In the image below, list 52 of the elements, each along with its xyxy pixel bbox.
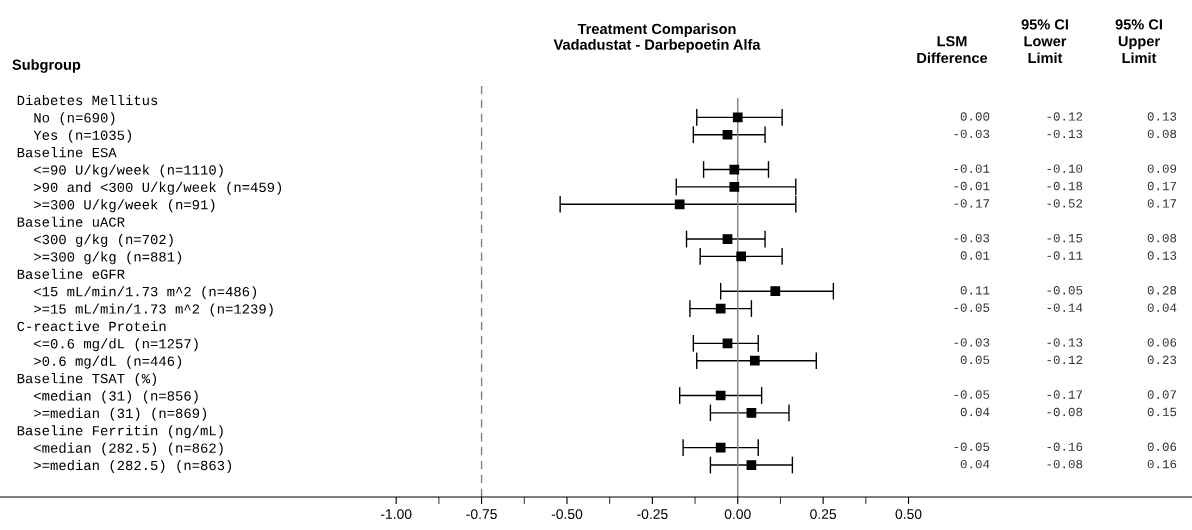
point (722, 129, 733, 140)
y-tick-label: Baseline Ferritin (ng/mL) (17, 425, 223, 439)
text: Subgroup (12, 59, 81, 73)
point (729, 164, 740, 175)
y-tick-label: >90 and <300 U/kg/week (n=459) (34, 181, 282, 195)
y-tick-label: >=300 g/kg (n=881) (34, 251, 182, 265)
point (732, 112, 743, 123)
point (715, 390, 726, 401)
text: 95% CI Upper Limit (1115, 19, 1162, 64)
point (722, 234, 733, 244)
point (749, 355, 760, 366)
y-tick-label: >0.6 mg/dL (n=446) (34, 355, 182, 369)
x-tick-label: -0.25 (637, 509, 668, 520)
x-tick-label: 0.25 (810, 509, 837, 520)
y-tick-label: Baseline TSAT (%) (17, 373, 157, 387)
x-tick-label: -1.00 (380, 509, 412, 520)
text: 0.00 -0.03 -0.01 -0.01 -0.17 -0.03 0.01 0.11 -0.05 -0.03 0.05 -0.05 0.04 -0.05 0.04 (954, 112, 990, 469)
point (674, 199, 685, 210)
text: LSM Difference (917, 36, 988, 64)
y-tick-label: <=0.6 mg/dL (n=1257) (34, 338, 198, 352)
point (715, 442, 726, 453)
text: 0.13 0.08 0.09 0.17 0.17 0.08 0.13 0.28 0.04 0.06 0.23 0.07 0.15 0.06 0.16 (1147, 112, 1177, 469)
y-tick-label: >=300 U/kg/week (n=91) (34, 199, 215, 213)
y-tick-label: No (n=690) (34, 112, 115, 126)
y-tick-label: Yes (n=1035) (33, 129, 132, 143)
y-tick-label: >=median (282.5) (n=863) (34, 459, 232, 473)
point (729, 182, 740, 192)
x-tick-label: 0.50 (895, 509, 922, 520)
x-tick-label: -0.50 (551, 509, 583, 520)
y-tick-label: Baseline eGFR (17, 268, 125, 279)
point (715, 303, 726, 314)
y-tick-label: <median (31) (n=856) (34, 390, 198, 404)
chart-title: Treatment Comparison Vadadustat - Darbepoetin Alfa (553, 23, 761, 53)
point (746, 460, 757, 470)
y-tick-label: Baseline uACR (17, 216, 125, 227)
y-tick-label: >=15 mL/min/1.73 m^2 (n=1239) (34, 303, 273, 317)
x-tick-label: 0.00 (724, 509, 751, 520)
point (736, 251, 747, 262)
y-tick-label: >=median (31) (n=869) (34, 407, 207, 421)
y-tick-label: Diabetes Mellitus (17, 94, 158, 106)
text: -0.12 -0.13 -0.10 -0.18 -0.52 -0.15 -0.11 -0.05 -0.14 -0.13 -0.12 -0.17 -0.08 -0.16 -0.08 (1047, 112, 1083, 469)
y-tick-label: Baseline ESA (17, 147, 117, 158)
y-tick-label: <300 g/kg (n=702) (34, 234, 173, 247)
point (722, 338, 733, 349)
point (770, 286, 781, 297)
y-tick-label: <median (282.5) (n=862) (34, 442, 223, 456)
point (746, 408, 757, 418)
y-tick-label: C-reactive Protein (17, 320, 166, 332)
y-tick-label: <15 mL/min/1.73 m^2 (n=486) (34, 286, 257, 300)
text: 95% CI Lower Limit (1021, 19, 1068, 64)
y-tick-label: <=90 U/kg/week (n=1110) (34, 164, 223, 178)
x-tick-label: -0.75 (466, 509, 497, 520)
